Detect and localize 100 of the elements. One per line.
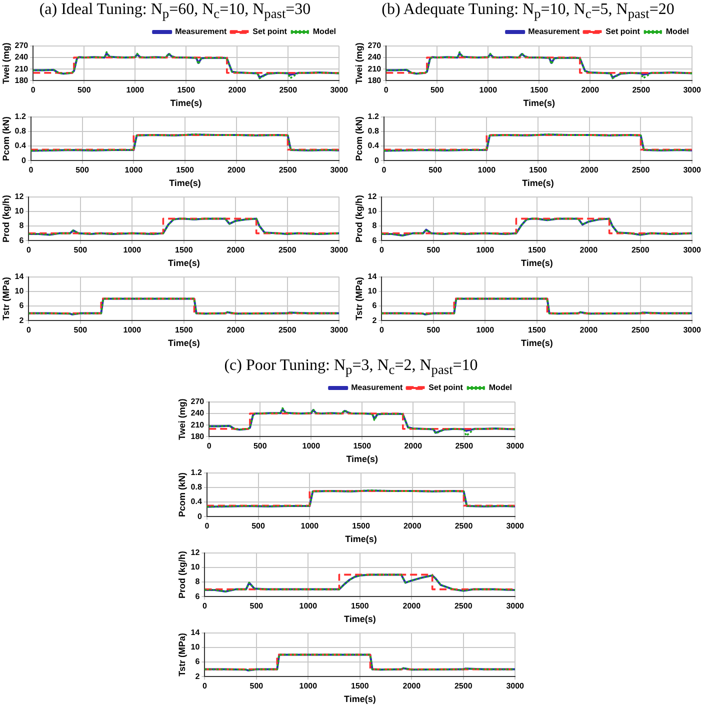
y-tick-label: 12 (190, 548, 200, 558)
y-tick-label: 6 (372, 301, 378, 310)
y-axis-title: Prod (kg/h) (354, 194, 364, 242)
x-tick-label: 1500 (351, 682, 370, 691)
x-tick-label: 500 (428, 166, 443, 175)
y-tick-label: 0.8 (368, 126, 380, 136)
y-tick-label: 0 (21, 156, 26, 165)
x-tick-label: 1500 (176, 166, 194, 175)
y-axis-title: Prod (kg/h) (176, 550, 187, 598)
x-axis-title: Time(s) (344, 614, 376, 624)
x-tick-label: 2000 (580, 326, 598, 335)
legend-label: Set point (606, 27, 640, 36)
x-tick-label: 2500 (631, 326, 650, 335)
legend-label: Model (312, 27, 336, 36)
x-tick-label: 0 (30, 86, 36, 95)
y-axis-title: Twei (mg) (176, 398, 187, 440)
x-tick-label: 2500 (454, 682, 473, 691)
y-tick-label: 0.4 (368, 141, 380, 150)
x-tick-label: 2500 (632, 166, 650, 175)
chart-title: (c) Poor Tuning: N$_{p}$=3, N$_{c}$=2, N$_{past}$=10 (223, 356, 479, 378)
x-tick-label: 500 (250, 682, 264, 691)
legend-label: Model (488, 383, 512, 392)
x-tick-label: 2000 (402, 602, 422, 611)
x-tick-label: 2500 (454, 522, 474, 531)
legend-label: Measurement (528, 27, 580, 36)
y-axis-title: Pcom (kN) (354, 116, 364, 161)
legend-label: Set point (428, 383, 464, 392)
x-tick-label: 1500 (352, 522, 370, 531)
x-tick-label: 2000 (226, 326, 246, 335)
x-tick-label: 2500 (278, 326, 297, 335)
x-tick-label: 2000 (404, 442, 423, 451)
x-tick-label: 3000 (506, 522, 525, 531)
y-tick-label: 10 (190, 562, 200, 572)
y-tick-label: 2 (195, 672, 200, 681)
x-tick-label: 1500 (177, 86, 196, 95)
x-tick-label: 1500 (530, 86, 549, 95)
y-axis-title: Tstr (MPa) (354, 277, 364, 320)
x-tick-label: 3000 (506, 602, 525, 611)
x-tick-label: 3000 (330, 166, 349, 175)
x-tick-label: 2500 (454, 602, 473, 611)
y-tick-label: 10 (368, 206, 378, 216)
x-tick-label: 2000 (580, 246, 598, 255)
x-tick-label: 1000 (478, 166, 496, 175)
x-tick-label: 2500 (278, 166, 298, 175)
x-axis-title: Time(s) (520, 338, 553, 348)
x-axis-title: Time(s) (520, 258, 553, 268)
y-tick-label: 1.2 (14, 112, 26, 122)
y-tick-label: 10 (368, 286, 378, 296)
y-tick-label: 8 (372, 221, 378, 230)
y-tick-label: 180 (368, 76, 382, 85)
y-axis-title: Prod (kg/h) (0, 194, 11, 242)
x-tick-label: 1500 (353, 442, 372, 451)
y-axis-title: Tstr (MPa) (176, 633, 187, 676)
y-axis-title: Pcom (kN) (0, 116, 11, 161)
x-tick-label: 2500 (278, 246, 297, 255)
y-tick-label: 0.4 (14, 141, 26, 150)
x-tick-label: 2000 (403, 522, 422, 531)
legend-label: Measurement (175, 27, 228, 36)
y-tick-label: 6 (195, 592, 200, 601)
x-tick-label: 3000 (683, 86, 702, 95)
x-tick-label: 2000 (227, 166, 246, 175)
y-tick-label: 0 (374, 156, 380, 165)
x-tick-label: 3000 (330, 326, 349, 335)
y-tick-label: 270 (14, 41, 29, 50)
y-tick-label: 0.4 (190, 497, 202, 506)
y-tick-label: 14 (368, 272, 378, 282)
y-tick-label: 1.2 (190, 468, 202, 478)
x-tick-label: 1500 (175, 326, 194, 335)
chart-title: (b) Adequate Tuning: N$_{p}$=10, N$_{c}$=5, N$_{past}$=20 (380, 0, 676, 22)
x-tick-label: 1000 (302, 442, 321, 451)
y-tick-label: 6 (19, 301, 24, 310)
x-tick-label: 500 (430, 86, 444, 95)
x-axis-title: Time(s) (522, 178, 554, 188)
x-tick-label: 3000 (683, 246, 702, 255)
x-tick-label: 2500 (455, 442, 474, 451)
y-tick-label: 12 (368, 192, 378, 202)
y-tick-label: 6 (195, 657, 200, 666)
y-axis-title: Twei (mg) (354, 42, 364, 84)
x-tick-label: 1500 (528, 246, 546, 255)
x-tick-label: 1500 (175, 246, 194, 255)
x-tick-label: 2500 (632, 86, 651, 95)
y-tick-label: 180 (190, 432, 205, 441)
y-tick-label: 6 (19, 236, 24, 245)
y-axis-title: Pcom (kN) (176, 472, 187, 517)
x-axis-title: Time(s) (346, 454, 378, 464)
x-axis-title: Time(s) (170, 98, 202, 108)
x-tick-label: 0 (206, 442, 212, 451)
x-tick-label: 3000 (506, 442, 525, 451)
y-tick-label: 240 (190, 408, 205, 418)
y-tick-label: 10 (14, 286, 24, 296)
x-axis-title: Time(s) (169, 178, 201, 188)
legend-label: Measurement (351, 383, 404, 392)
y-tick-label: 14 (14, 272, 24, 282)
x-tick-label: 500 (74, 326, 88, 335)
x-tick-label: 2000 (581, 86, 600, 95)
y-tick-label: 240 (368, 52, 382, 62)
x-tick-label: 3000 (330, 246, 349, 255)
x-tick-label: 2000 (226, 246, 246, 255)
y-tick-label: 10 (190, 642, 200, 652)
y-tick-label: 2 (372, 316, 378, 325)
